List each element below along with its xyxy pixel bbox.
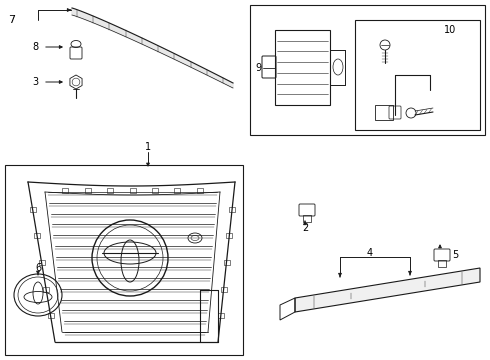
- Bar: [355, 20, 480, 130]
- Bar: [130, 188, 136, 193]
- Text: 6: 6: [35, 263, 41, 273]
- Bar: [375, 105, 393, 120]
- Bar: [107, 188, 113, 193]
- Bar: [223, 260, 229, 265]
- Text: 1: 1: [145, 142, 151, 152]
- Text: 9: 9: [255, 63, 261, 73]
- Bar: [29, 207, 35, 212]
- Bar: [152, 188, 158, 193]
- Bar: [250, 5, 485, 135]
- Bar: [275, 30, 330, 105]
- Bar: [5, 165, 243, 355]
- Bar: [34, 233, 40, 238]
- Bar: [48, 313, 53, 318]
- Text: 4: 4: [367, 248, 373, 258]
- Text: 3: 3: [32, 77, 38, 87]
- Bar: [174, 188, 180, 193]
- Text: 5: 5: [452, 250, 458, 260]
- Bar: [229, 207, 235, 212]
- Text: 7: 7: [8, 15, 16, 25]
- Bar: [220, 287, 227, 292]
- Text: 10: 10: [444, 25, 456, 35]
- Bar: [62, 188, 68, 193]
- Text: 8: 8: [32, 42, 38, 52]
- Bar: [226, 233, 232, 238]
- Polygon shape: [295, 268, 480, 312]
- Bar: [85, 188, 91, 193]
- Bar: [197, 188, 203, 193]
- Polygon shape: [72, 8, 233, 88]
- Bar: [43, 287, 49, 292]
- Bar: [218, 313, 224, 318]
- Bar: [39, 260, 45, 265]
- Text: 2: 2: [302, 223, 308, 233]
